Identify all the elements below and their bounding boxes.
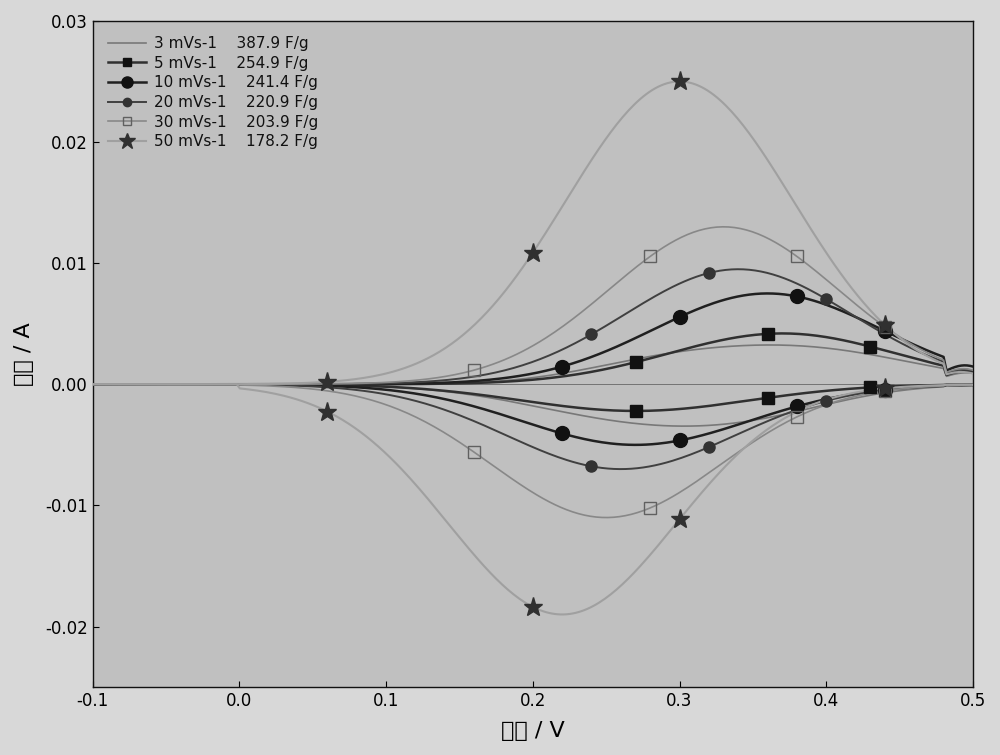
- X-axis label: 电压 / V: 电压 / V: [501, 721, 565, 741]
- Legend: 3 mVs-1    387.9 F/g, 5 mVs-1    254.9 F/g, 10 mVs-1    241.4 F/g, 20 mVs-1    2: 3 mVs-1 387.9 F/g, 5 mVs-1 254.9 F/g, 10…: [100, 29, 326, 157]
- Y-axis label: 电流 / A: 电流 / A: [14, 322, 34, 386]
